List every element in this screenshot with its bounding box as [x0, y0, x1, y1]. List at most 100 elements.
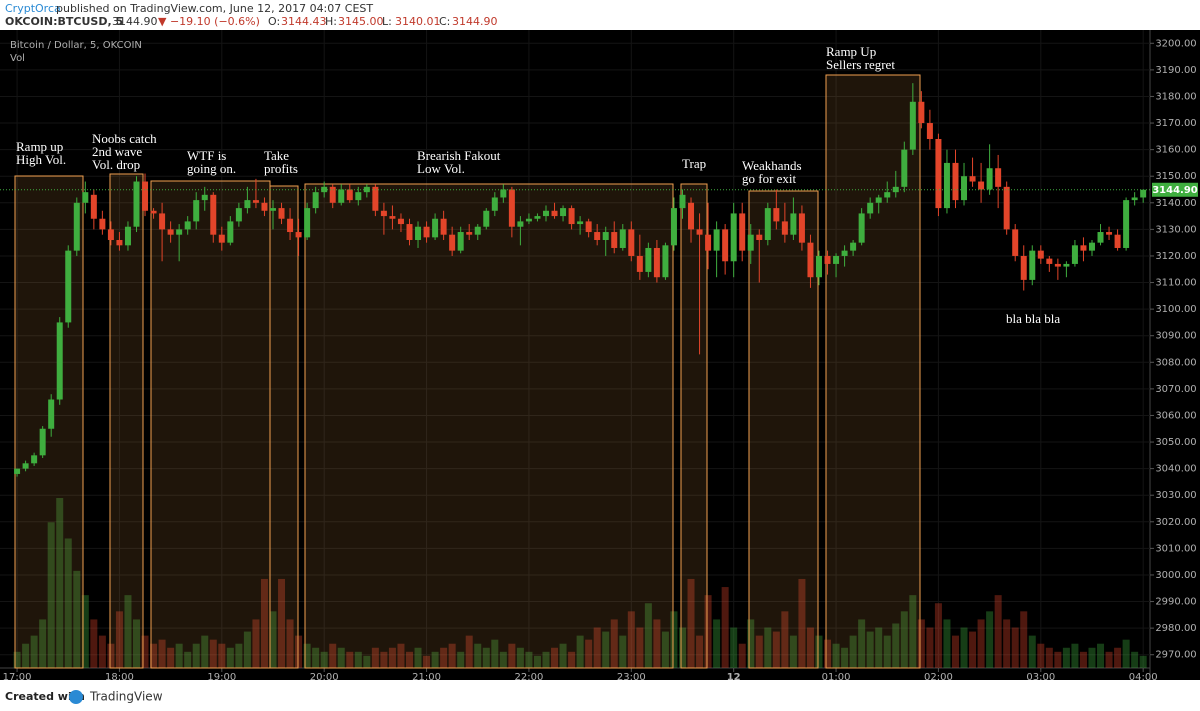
annotation-text: go for exit — [742, 171, 797, 186]
annotation-boxes — [14, 74, 921, 669]
volume-bar — [917, 619, 925, 668]
volume-bar — [661, 631, 669, 668]
y-tick-label: 2970.00 — [1155, 650, 1196, 661]
candle-body — [304, 208, 311, 238]
x-tick-label: 17:00 — [3, 672, 32, 683]
volume-bar — [636, 627, 644, 668]
y-tick-label: 3160.00 — [1155, 145, 1196, 156]
last-price: 3144.90 — [112, 15, 158, 28]
candle-body — [688, 202, 695, 230]
volume-bar — [781, 611, 789, 668]
annotation-text: Ramp up — [16, 139, 63, 154]
volume-bar — [1011, 627, 1019, 668]
footer-brand[interactable]: TradingView — [89, 690, 163, 704]
candle-body — [525, 218, 532, 222]
candle-body — [508, 189, 515, 227]
candle-body — [107, 229, 114, 241]
volume-bar — [644, 603, 652, 668]
chart-bg — [0, 30, 1200, 680]
candle-body — [747, 234, 754, 251]
x-tick-label: 04:00 — [1129, 672, 1158, 683]
ohlc-key: O: — [268, 15, 280, 28]
volume-bar — [371, 647, 379, 668]
candle-body — [884, 192, 891, 198]
volume-bar — [568, 651, 576, 668]
candle-body — [65, 250, 72, 323]
candle-body — [833, 255, 840, 264]
candle-body — [449, 234, 456, 251]
candle-body — [542, 210, 549, 217]
volume-bar — [1071, 643, 1079, 668]
candle-body — [474, 226, 481, 235]
candle-body — [338, 189, 345, 203]
candle-body — [619, 229, 626, 248]
x-tick-label: 01:00 — [822, 672, 851, 683]
candle-body — [1037, 250, 1044, 259]
candle-body — [696, 229, 703, 235]
ohlc-value: 3140.01 — [395, 15, 441, 28]
candle-body — [969, 176, 976, 182]
volume-bar — [397, 643, 405, 668]
volume-bar — [986, 611, 994, 668]
volume-bar — [201, 635, 209, 668]
volume-bar — [704, 595, 712, 668]
candle-body — [790, 213, 797, 235]
candle-body — [875, 197, 882, 203]
candle-body — [935, 138, 942, 209]
volume-bar — [13, 651, 21, 668]
candle-body — [926, 123, 933, 139]
volume-bar — [346, 651, 354, 668]
volume-bar — [295, 635, 303, 668]
candle-body — [952, 162, 959, 201]
volume-bar — [39, 619, 47, 668]
candle-body — [159, 213, 166, 230]
annotation-text: Sellers regret — [826, 57, 895, 72]
annotation-text: profits — [264, 161, 298, 176]
candle-body — [48, 399, 55, 429]
volume-bar — [1037, 643, 1045, 668]
volume-bar — [1054, 651, 1062, 668]
y-tick-label: 3100.00 — [1155, 304, 1196, 315]
brand-logo — [69, 690, 83, 704]
volume-bar — [414, 647, 422, 668]
candle-body — [1071, 245, 1078, 264]
volume-bar — [56, 498, 64, 668]
volume-bar — [124, 595, 132, 668]
candle-body — [372, 186, 379, 211]
annotation-text: Take — [264, 148, 289, 163]
volume-bar — [687, 578, 695, 668]
y-tick-label: 3030.00 — [1155, 490, 1196, 501]
y-tick-label: 3090.00 — [1155, 331, 1196, 342]
volume-bar — [499, 651, 507, 668]
volume-bar — [738, 643, 746, 668]
candle-body — [56, 322, 63, 400]
volume-bar — [1097, 643, 1105, 668]
volume-bar — [431, 651, 439, 668]
y-tick-label: 3020.00 — [1155, 517, 1196, 528]
volume-bar — [363, 655, 371, 668]
y-tick-label: 3170.00 — [1155, 118, 1196, 129]
published: published on TradingView.com, June 12, 2… — [56, 2, 373, 15]
volume-bar — [158, 639, 166, 668]
candle-body — [380, 210, 387, 217]
volume-bar — [1139, 655, 1147, 668]
candle-body — [670, 208, 677, 246]
candle-body — [500, 189, 507, 198]
x-tick-label: 03:00 — [1026, 672, 1055, 683]
candle-body — [235, 208, 242, 222]
candle-body — [867, 202, 874, 214]
volume-bar — [141, 635, 149, 668]
candle-body — [252, 200, 259, 203]
volume-bar — [866, 631, 874, 668]
candle-body — [986, 168, 993, 190]
candle-body — [995, 168, 1002, 187]
price-tag-bg — [1152, 182, 1198, 197]
ohlc-key: C: — [439, 15, 450, 28]
author[interactable]: CryptOrca — [5, 2, 61, 15]
candle-body — [312, 192, 319, 209]
price-tag: 3144.90 — [1152, 185, 1198, 196]
volume-bar — [977, 619, 985, 668]
candle-body — [568, 208, 575, 225]
ohlc-key: H: — [325, 15, 337, 28]
candle-body — [457, 232, 464, 251]
